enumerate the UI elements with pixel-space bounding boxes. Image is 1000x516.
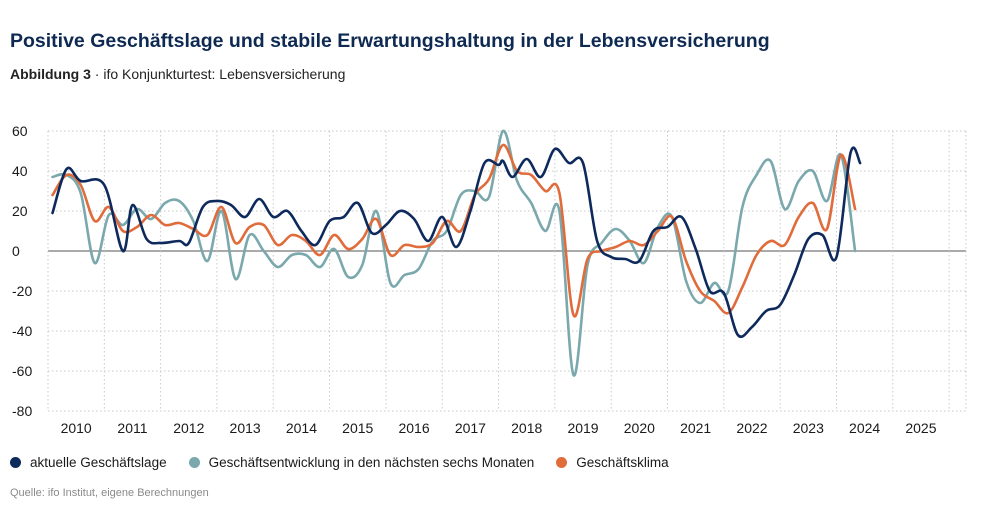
line-chart: 60 40 20 0 -20 -40 -60 -80 2010 2011 2012 2013 2014 2…	[12, 123, 967, 436]
chart-title: Positive Geschäftslage und stabile Erwar…	[10, 30, 770, 52]
x-tick-label: 2012	[173, 420, 204, 436]
legend-label: Geschäftsentwicklung in den nächsten sec…	[208, 455, 535, 470]
x-tick-label: 2025	[905, 420, 936, 436]
y-tick-label: 20	[12, 203, 28, 219]
figure-description: · ifo Konjunkturtest: Lebensversicherung	[90, 66, 346, 82]
legend-item-aktuelle-geschaeftslage: aktuelle Geschäftslage	[10, 455, 167, 470]
legend-dot-icon	[188, 457, 200, 468]
x-tick-label: 2024	[849, 420, 880, 436]
y-tick-label: -60	[12, 363, 32, 379]
legend-dot-icon	[10, 457, 21, 468]
x-tick-label: 2010	[61, 420, 92, 436]
x-tick-label: 2015	[342, 420, 373, 436]
x-tick-label: 2022	[736, 420, 767, 436]
y-tick-label: -40	[12, 323, 32, 339]
chart-subtitle: Abbildung 3 · ifo Konjunkturtest: Lebens…	[10, 66, 345, 82]
legend-label: Geschäftsklima	[576, 455, 669, 470]
x-tick-label: 2017	[455, 420, 486, 436]
x-tick-label: 2013	[230, 420, 261, 436]
y-tick-label: -20	[12, 283, 32, 299]
x-tick-label: 2018	[511, 420, 542, 436]
y-tick-label: 60	[12, 123, 28, 139]
x-tick-label: 2016	[398, 420, 429, 436]
legend-dot-icon	[556, 457, 568, 468]
source-note: Quelle: ifo Institut, eigene Berechnunge…	[10, 487, 209, 499]
figure-number: Abbildung 3	[10, 66, 91, 82]
x-tick-label: 2020	[624, 420, 655, 436]
x-tick-label: 2019	[567, 420, 598, 436]
x-tick-label: 2014	[286, 420, 317, 436]
series-line-2	[51, 143, 857, 318]
series-line-0	[51, 146, 862, 339]
legend-label: aktuelle Geschäftslage	[30, 455, 167, 470]
legend-item-geschaeftsentwicklung: Geschäftsentwicklung in den nächsten sec…	[188, 455, 535, 470]
y-tick-label: 40	[12, 163, 28, 179]
x-tick-label: 2021	[680, 420, 711, 436]
y-tick-label: -80	[12, 403, 32, 419]
legend: aktuelle Geschäftslage Geschäftsentwickl…	[10, 455, 691, 470]
x-tick-label: 2011	[117, 420, 147, 436]
series-line-1	[51, 129, 857, 377]
x-tick-label: 2023	[793, 420, 824, 436]
legend-item-geschaeftsklima: Geschäftsklima	[556, 455, 669, 470]
y-tick-label: 0	[12, 243, 20, 259]
